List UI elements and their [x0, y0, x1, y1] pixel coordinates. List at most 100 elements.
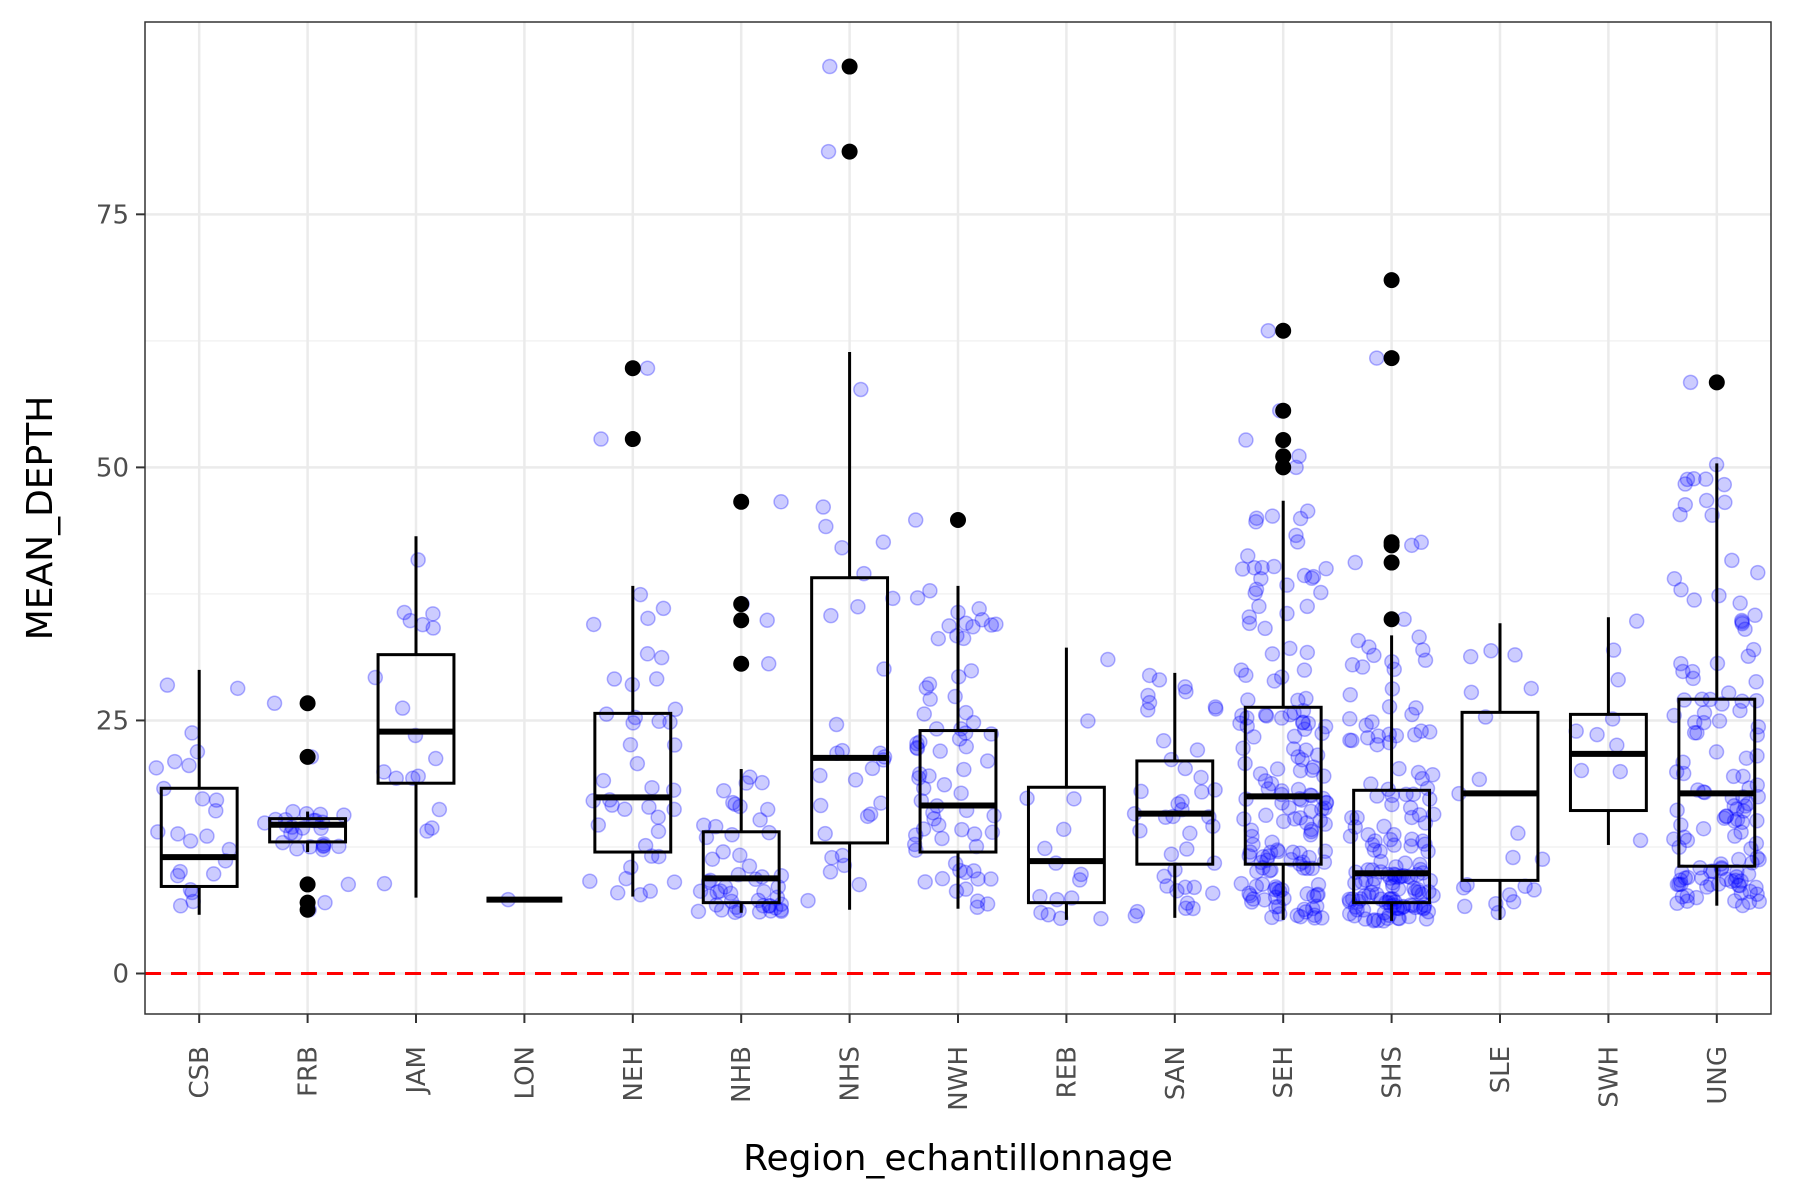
jitter-point — [1296, 721, 1313, 737]
jitter-point — [1248, 878, 1265, 895]
jitter-point — [194, 791, 211, 807]
jitter-point — [1408, 700, 1424, 716]
jitter-point — [1751, 893, 1767, 910]
jitter-point — [181, 757, 197, 774]
jitter-point — [639, 360, 656, 376]
jitter-point — [1456, 898, 1473, 915]
jitter-point — [751, 904, 768, 920]
x-tick-label-shs: SHS — [1378, 1046, 1408, 1099]
jitter-point — [1740, 648, 1757, 665]
jitter-point — [1253, 570, 1269, 587]
jitter-point — [1296, 662, 1313, 678]
jitter-point — [969, 899, 986, 915]
jitter-point — [800, 892, 816, 909]
jitter-point — [1718, 871, 1735, 888]
jitter-point — [1699, 879, 1715, 895]
jitter-point — [1294, 715, 1311, 731]
jitter-point — [1260, 322, 1277, 339]
jitter-point — [1292, 762, 1309, 779]
jitter-point — [1734, 897, 1751, 914]
jitter-point — [1737, 621, 1753, 638]
jitter-point — [936, 776, 953, 793]
jitter-point — [1296, 901, 1312, 918]
jitter-point — [1347, 554, 1364, 571]
jitter-point — [1151, 672, 1168, 688]
jitter-point — [958, 881, 974, 897]
jitter-point — [1737, 798, 1754, 814]
jitter-point — [394, 700, 411, 716]
jitter-point — [1208, 701, 1224, 717]
x-tick-label-lon: LON — [510, 1046, 540, 1099]
jitter-point — [1407, 883, 1423, 900]
jitter-point — [1306, 907, 1323, 924]
box-group — [159, 58, 1757, 921]
jitter-point — [947, 855, 964, 872]
jitter-point — [1344, 657, 1361, 673]
jitter-point — [828, 716, 845, 733]
jitter-point — [582, 873, 598, 889]
jitter-point — [169, 867, 186, 884]
jitter-point — [875, 534, 892, 550]
jitter-point — [823, 607, 839, 624]
jitter-point — [1282, 640, 1298, 657]
jitter-point — [208, 803, 224, 819]
jitter-point — [966, 863, 982, 879]
jitter-point — [1748, 674, 1764, 690]
jitter-point — [1270, 843, 1287, 860]
jitter-point — [1711, 713, 1728, 729]
jitter-point — [1346, 907, 1363, 924]
jitter-point — [970, 871, 986, 887]
jitter-point — [593, 431, 609, 447]
outlier-point — [733, 493, 750, 510]
jitter-point — [1731, 877, 1748, 894]
jitter-point — [1273, 669, 1290, 685]
jitter-point — [1273, 710, 1290, 726]
jitter-point — [834, 539, 850, 556]
jitter-point — [1299, 598, 1316, 615]
jitter-point — [1669, 802, 1685, 819]
jitter-point — [926, 811, 942, 827]
jitter-point — [1313, 584, 1329, 601]
box-jam — [376, 653, 456, 785]
jitter-point — [315, 836, 332, 852]
jitter-point — [1347, 819, 1364, 835]
jitter-point — [1350, 632, 1367, 649]
axes: 0 25 50 75 CSB FRB JAM LON NEH NHB NHS NWH REB SAN SEH… — [96, 200, 1733, 1110]
jitter-point — [1264, 834, 1280, 851]
jitter-point — [1675, 663, 1691, 680]
jitter-point — [769, 889, 786, 906]
jitter-point — [1462, 648, 1479, 665]
jitter-point — [1696, 705, 1713, 721]
jitter-point — [1291, 448, 1307, 465]
jitter-point — [1286, 728, 1303, 745]
jitter-point — [172, 863, 188, 880]
jitter-point — [1411, 629, 1427, 645]
jitter-point — [1729, 801, 1745, 817]
jitter-point — [948, 883, 965, 900]
jitter-point — [1610, 672, 1626, 688]
jitter-point — [773, 903, 790, 919]
jitter-point — [1732, 595, 1748, 611]
jitter-point — [609, 885, 626, 901]
jitter-point — [853, 381, 869, 398]
jitter-point — [1373, 853, 1389, 870]
outlier-point — [733, 612, 750, 629]
jitter-point — [1240, 692, 1256, 708]
outlier-point — [733, 596, 750, 613]
jitter-point — [639, 646, 656, 662]
x-tick-label-nhb: NHB — [727, 1046, 757, 1103]
outlier-point — [1383, 554, 1400, 571]
jitter-point — [928, 721, 945, 737]
jitter-point — [1066, 791, 1082, 807]
jitter-point — [815, 499, 832, 515]
outlier-point — [1708, 374, 1725, 391]
jitter-point — [1677, 496, 1694, 513]
jitter-point — [1727, 872, 1744, 889]
jitter-point — [712, 883, 729, 899]
jitter-point — [1748, 692, 1765, 709]
jitter-point — [1404, 831, 1420, 847]
outlier-point — [1383, 272, 1400, 289]
jitter-point — [1501, 887, 1518, 903]
jitter-point — [1305, 568, 1322, 585]
